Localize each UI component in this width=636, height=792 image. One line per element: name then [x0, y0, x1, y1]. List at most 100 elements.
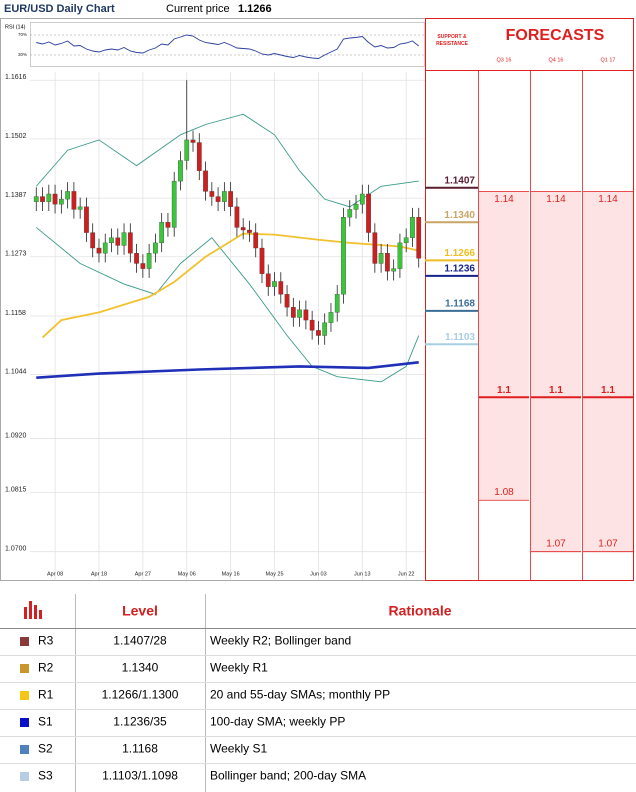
candle-body — [240, 227, 246, 231]
candle-body — [322, 322, 328, 336]
x-tick-label: May 06 — [178, 571, 196, 577]
candle-body — [278, 281, 284, 295]
level-rationale: Bollinger band; 200-day SMA — [210, 769, 366, 783]
level-rationale: 20 and 55-day SMAs; monthly PP — [210, 688, 390, 702]
candle-body — [203, 170, 208, 192]
level-name: R2 — [38, 661, 54, 675]
y-tick-label: 1.0700 — [5, 546, 27, 553]
indicator-line — [36, 360, 419, 380]
candle-body — [366, 193, 371, 233]
candle-body — [178, 160, 183, 182]
level-value: 1.1236/35 — [113, 715, 167, 729]
table-header: Rationale — [388, 603, 451, 619]
candle-body — [247, 229, 252, 233]
forecast-mid-label: 1.1 — [549, 385, 563, 396]
period-label: Q3 16 — [497, 57, 512, 63]
candle-body — [196, 142, 202, 171]
indicator-line — [35, 227, 420, 383]
sr-label: 1.1168 — [445, 298, 475, 309]
forecast-range — [531, 191, 581, 552]
level-rationale: 100-day SMA; weekly PP — [210, 715, 345, 729]
sr-label: 1.1103 — [445, 332, 475, 343]
forecast-low-label: 1.07 — [546, 538, 566, 549]
level-name: R1 — [38, 688, 54, 702]
forecast-high-label: 1.14 — [598, 194, 618, 205]
period-label: Q1 17 — [601, 57, 616, 63]
sr-title: SUPPORT & RESISTANCE — [436, 34, 468, 47]
candle-body — [297, 309, 302, 318]
x-tick-label: Apr 27 — [135, 571, 151, 577]
level-name: S3 — [38, 769, 53, 783]
price-label: Current price — [166, 3, 230, 15]
candle-body — [209, 191, 215, 197]
candle-body — [71, 191, 77, 210]
candle-body — [222, 191, 227, 202]
candle-body — [127, 232, 133, 254]
level-swatch — [20, 745, 29, 754]
rsi-title: RSI (14) — [5, 24, 26, 30]
candle-body — [328, 312, 334, 323]
level-value: 1.1266/1.1300 — [102, 688, 179, 702]
candle-body — [416, 216, 422, 259]
candle-body — [52, 193, 58, 205]
period-label: Q4 16 — [549, 57, 564, 63]
level-swatch — [20, 772, 29, 781]
candle-body — [309, 319, 315, 331]
forecast-frame — [425, 18, 634, 581]
level-value: 1.1168 — [122, 742, 158, 756]
candle-body — [46, 193, 52, 202]
x-tick-label: Jun 13 — [354, 571, 371, 577]
candle-body — [215, 196, 221, 202]
level-swatch — [20, 691, 29, 700]
level-swatch — [20, 718, 29, 727]
indicator-line — [35, 113, 419, 208]
candle-body — [259, 247, 265, 274]
candle-body — [316, 330, 321, 336]
x-tick-label: Jun 22 — [398, 571, 415, 577]
candle-body — [121, 232, 127, 246]
level-rationale: Weekly S1 — [210, 742, 267, 756]
candle-body — [159, 222, 165, 244]
candle-body — [303, 309, 309, 321]
forecast-range — [583, 191, 633, 552]
candle-body — [272, 281, 277, 287]
x-tick-label: May 16 — [222, 571, 240, 577]
candle-body — [253, 232, 259, 249]
chart-frame — [0, 18, 426, 581]
candle-body — [184, 139, 190, 161]
level-rationale: Weekly R1 — [210, 661, 268, 675]
candle-body — [341, 216, 346, 295]
level-swatch — [20, 637, 29, 646]
indicator-line — [41, 232, 419, 339]
candle-body — [115, 237, 121, 246]
candle-body — [77, 206, 83, 210]
forecast-title: FORECASTS — [506, 27, 605, 44]
candle-body — [58, 198, 64, 205]
candle-body — [65, 191, 70, 200]
y-tick-label: 30% — [18, 52, 27, 57]
x-tick-label: Apr 18 — [91, 571, 107, 577]
candle-body — [334, 294, 340, 313]
candle-body — [290, 307, 296, 318]
candle-body — [397, 242, 403, 269]
forecast-low-label: 1.08 — [494, 487, 514, 498]
candle-body — [403, 237, 409, 244]
y-tick-label: 1.1616 — [5, 74, 27, 81]
candle-body — [146, 253, 152, 269]
sr-label: 1.1266 — [444, 248, 475, 259]
y-tick-label: 1.1158 — [5, 310, 26, 317]
level-rationale: Weekly R2; Bollinger band — [210, 634, 351, 648]
candle-body — [391, 268, 397, 272]
candle-body — [378, 253, 384, 264]
candle-body — [359, 193, 365, 205]
icon-bar — [39, 610, 42, 619]
candle-body — [109, 237, 114, 244]
forecast-low-label: 1.07 — [598, 538, 618, 549]
candle-body — [234, 206, 240, 228]
level-name: S2 — [38, 742, 53, 756]
y-tick-label: 70% — [18, 32, 27, 37]
chart-title: EUR/USD Daily Chart — [4, 3, 115, 15]
sr-label: 1.1236 — [444, 263, 475, 274]
